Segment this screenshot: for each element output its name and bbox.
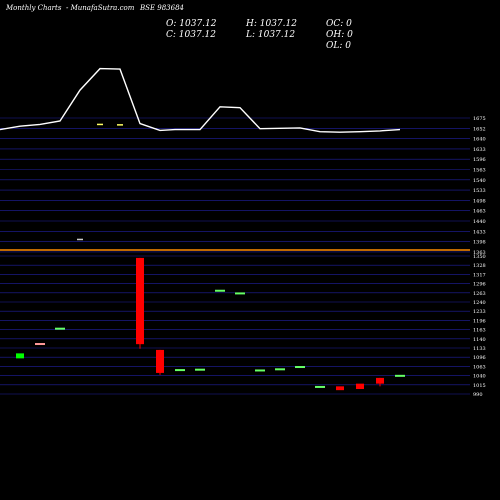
candle bbox=[136, 257, 144, 345]
header-center: - MunafaSutra.com bbox=[66, 4, 135, 12]
ohlc-open: O: 1037.12 bbox=[166, 19, 217, 29]
top-panel-axis: 1675 1652 1640 1633 1596 1563 1540 1533 1498 1463… bbox=[473, 116, 486, 256]
bottom-tick-label: 1317 bbox=[473, 272, 486, 278]
candle bbox=[235, 292, 245, 295]
candle bbox=[336, 386, 344, 391]
bottom-tick-label: 1196 bbox=[473, 318, 486, 324]
candle bbox=[16, 353, 24, 359]
top-tick-label: 1363 bbox=[473, 250, 486, 256]
candle bbox=[356, 383, 364, 390]
bottom-tick-label: 1040 bbox=[473, 374, 486, 380]
top-tick-label: 1440 bbox=[473, 219, 486, 225]
bottom-panel-axis: 1350 1328 1317 1296 1263 1240 1233 1196 1163 1140… bbox=[473, 254, 486, 398]
top-panel-series bbox=[0, 67, 401, 133]
candle bbox=[395, 374, 405, 377]
bottom-tick-label: 990 bbox=[473, 392, 483, 398]
top-tick-label: 1596 bbox=[473, 157, 486, 163]
bottom-tick-label: 1350 bbox=[473, 254, 486, 260]
ohlc-low: L: 1037.12 bbox=[245, 30, 295, 40]
top-tick-label: 1398 bbox=[473, 240, 486, 246]
candle bbox=[35, 343, 45, 346]
ohlc-close: C: 1037.12 bbox=[166, 30, 216, 40]
ohlc-oc: OC: 0 bbox=[326, 19, 352, 29]
candle bbox=[55, 327, 65, 330]
top-tick-label: 1652 bbox=[473, 126, 486, 132]
top-tick-label: 1463 bbox=[473, 209, 486, 215]
candle bbox=[275, 368, 285, 371]
bottom-tick-label: 1015 bbox=[473, 383, 486, 389]
header-right: BSE 983684 bbox=[139, 4, 184, 12]
bottom-panel-candles bbox=[16, 257, 405, 391]
candle bbox=[315, 385, 325, 388]
bottom-tick-label: 1096 bbox=[473, 355, 486, 361]
top-tick-label: 1540 bbox=[473, 178, 486, 184]
bottom-tick-label: 1063 bbox=[473, 364, 486, 370]
bottom-tick-label: 1296 bbox=[473, 282, 486, 288]
ohlc-high: H: 1037.12 bbox=[245, 19, 297, 29]
candle bbox=[215, 289, 225, 292]
bottom-tick-label: 1263 bbox=[473, 291, 486, 297]
top-tick-label: 1675 bbox=[473, 116, 486, 122]
top-tick-label: 1433 bbox=[473, 229, 486, 235]
candle bbox=[195, 368, 205, 371]
header-left: Monthly Charts bbox=[5, 4, 62, 12]
top-tick-label: 1640 bbox=[473, 137, 486, 143]
candle bbox=[376, 377, 384, 384]
candle bbox=[156, 349, 164, 373]
top-panel-markers bbox=[77, 123, 123, 241]
bottom-tick-label: 1163 bbox=[473, 328, 486, 334]
top-tick-label: 1533 bbox=[473, 188, 486, 194]
bottom-tick-label: 1140 bbox=[473, 337, 486, 343]
candle bbox=[175, 369, 185, 372]
bottom-panel-grid bbox=[0, 255, 470, 395]
bottom-tick-label: 1233 bbox=[473, 309, 486, 315]
candle bbox=[295, 366, 305, 369]
top-tick-label: 1498 bbox=[473, 198, 486, 204]
top-series-line bbox=[0, 67, 401, 133]
bottom-tick-label: 1240 bbox=[473, 300, 486, 306]
bottom-tick-label: 1133 bbox=[473, 346, 486, 352]
candle bbox=[255, 369, 265, 372]
top-panel-grid bbox=[0, 117, 470, 253]
top-tick-label: 1633 bbox=[473, 147, 486, 153]
ohlc-ol: OL: 0 bbox=[326, 41, 351, 51]
bottom-tick-label: 1328 bbox=[473, 263, 486, 269]
top-tick-label: 1563 bbox=[473, 168, 486, 174]
ohlc-oh: OH: 0 bbox=[326, 30, 353, 40]
